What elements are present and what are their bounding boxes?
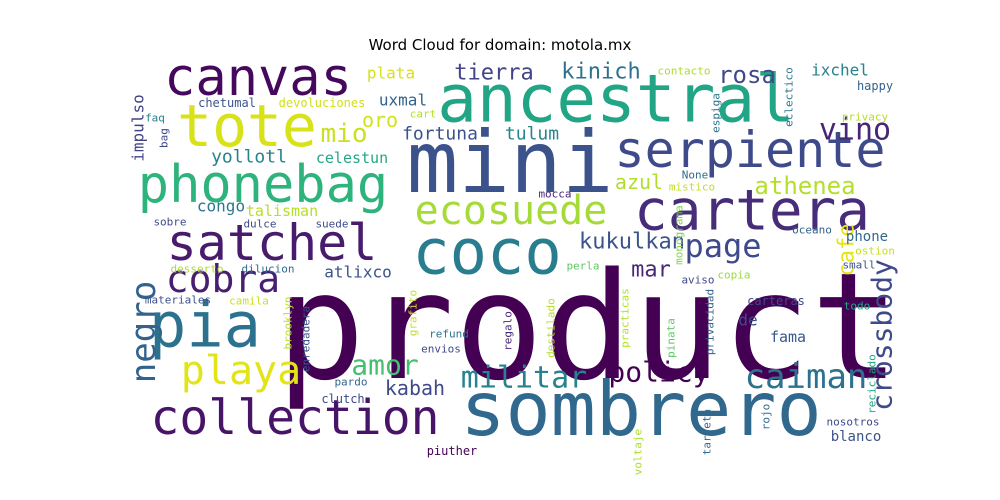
word-envios: envios (421, 343, 461, 356)
word-product: product (276, 241, 900, 413)
word-atlixco: atlixco (324, 263, 391, 282)
word-yollotl: yollotl (211, 147, 287, 168)
word-amor: amor (351, 349, 418, 382)
word-kukulkan: kukulkan (579, 230, 685, 255)
word-oro: oro (362, 108, 398, 132)
word-faq: faq (145, 112, 165, 125)
word-phone: phone (846, 229, 888, 245)
word-playa: playa (181, 348, 301, 394)
word-desserto: desserto (171, 263, 224, 276)
word-piuther: piuther (427, 444, 478, 458)
word-sobre: sobre (153, 216, 186, 229)
word-coco: coco (412, 216, 561, 289)
word-happy: happy (857, 79, 893, 93)
word-none: None (682, 169, 709, 182)
word-vino: vino (819, 113, 891, 148)
word-regalo: regalo (502, 311, 515, 351)
word-rosa: rosa (718, 61, 776, 89)
word-blanco: blanco (831, 429, 882, 445)
word-nosotros: nosotros (827, 416, 880, 429)
word-collection: collection (151, 390, 440, 446)
word-contacto: contacto (658, 65, 711, 78)
word-privacy: privacy (842, 111, 889, 124)
word-pardo: pardo (334, 376, 367, 389)
word-refund: refund (429, 328, 469, 341)
word-negro: negro (124, 281, 164, 383)
word-aviso: aviso (681, 274, 714, 287)
word-carteras: carteras (747, 294, 805, 308)
word-espiga: espiga (710, 93, 723, 133)
word-mocca: mocca (538, 188, 571, 201)
word-reciclado: reciclado (866, 354, 879, 414)
word-kabah: kabah (385, 376, 445, 400)
word-tierra: tierra (454, 61, 533, 86)
word-eclectico: eclectico (783, 67, 796, 127)
word-phonebag: phonebag (138, 155, 388, 215)
word-cart: cart (410, 108, 437, 121)
word-clutch: clutch (321, 392, 364, 406)
word-privacidad: privacidad (704, 289, 717, 355)
word-talisman: talisman (246, 202, 318, 220)
word-bag: bag (158, 128, 171, 148)
word-copia: copia (717, 269, 750, 282)
word-enredadera: enredadera (300, 306, 313, 372)
word-mini: mini (406, 113, 613, 213)
word-canvas: canvas (164, 48, 352, 108)
word-practicas: practicas (619, 288, 632, 348)
word-suede: suede (315, 218, 348, 231)
word-crossbody: crossbody (866, 259, 899, 411)
word-pia: pia (149, 289, 261, 362)
word-dilucion: dilucion (242, 263, 295, 276)
word-kinich: kinich (561, 60, 640, 85)
word-tote: tote (177, 92, 317, 160)
word-cafe: cafe (835, 224, 860, 277)
word-small: small (842, 259, 875, 272)
word-celestun: celestun (316, 149, 388, 167)
word-chetumal: chetumal (198, 96, 256, 110)
word-todo: todo (844, 300, 871, 313)
word-fama: fama (770, 328, 806, 346)
word-mistico: mistico (669, 181, 715, 194)
word-congo: congo (197, 197, 245, 216)
word-tulum: tulum (505, 124, 559, 145)
word-ixchel: ixchel (811, 61, 869, 80)
word-satchel: satchel (167, 214, 378, 272)
word-sombrero: sombrero (460, 365, 821, 453)
word-plata: plata (367, 64, 415, 83)
word-page: page (684, 227, 761, 265)
word-oceano: oceano (792, 224, 832, 237)
word-uxmal: uxmal (379, 91, 427, 110)
word-ecosuede: ecosuede (415, 188, 608, 234)
word-serpiente: serpiente (615, 121, 886, 179)
word-ostion: ostion (855, 245, 895, 258)
word-policy: policy (608, 356, 709, 389)
word-destilado: destilado (545, 298, 558, 358)
word-ancestral: ancestral (437, 61, 795, 138)
word-grafito: grafito (407, 290, 420, 336)
word-impulso: impulso (129, 94, 148, 161)
word-caiman: caiman (745, 357, 868, 397)
word-voltaje: voltaje (632, 429, 645, 475)
word-cobra: cobra (166, 257, 280, 301)
word-athenea: athenea (754, 172, 855, 200)
word-rojo: rojo (760, 404, 773, 431)
word-pinata: pinata (665, 318, 678, 358)
word-camila: camila (229, 295, 269, 308)
word-materiales: materiales (145, 294, 211, 307)
word-devoluciones: devoluciones (279, 96, 366, 110)
word-fortuna: fortuna (402, 124, 478, 145)
word-militar: militar (461, 361, 587, 396)
word-mio: mio (321, 119, 368, 149)
word-azul: azul (615, 170, 663, 194)
word-monograma: monograma (673, 205, 686, 265)
word-de: de (738, 311, 757, 330)
word-tarjeta: tarjeta (701, 409, 714, 455)
word-mar: mar (631, 258, 671, 283)
word-perla: perla (566, 260, 599, 273)
word-brooklyn: brooklyn (282, 297, 295, 350)
word-cartera: cartera (634, 179, 870, 244)
chart-title: Word Cloud for domain: motola.mx (368, 36, 632, 54)
word-dulce: dulce (243, 218, 276, 231)
